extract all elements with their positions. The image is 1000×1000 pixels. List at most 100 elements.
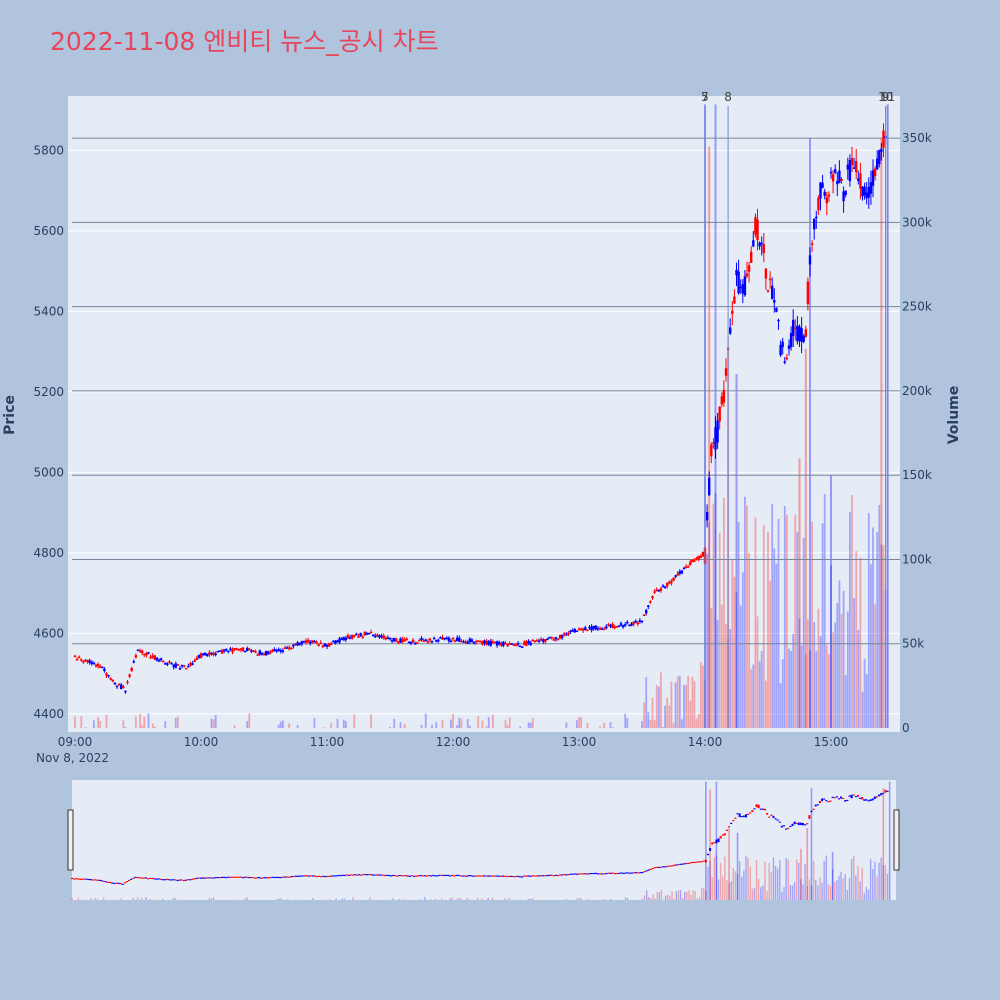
range-slider-volume-bar bbox=[810, 885, 813, 900]
volume-bar bbox=[603, 722, 606, 728]
range-slider-left-handle[interactable] bbox=[67, 809, 74, 871]
candle-body bbox=[611, 623, 614, 629]
volume-bar bbox=[74, 716, 76, 728]
range-slider-candle bbox=[430, 875, 433, 877]
range-slider-candle bbox=[328, 875, 331, 877]
range-slider-candle bbox=[624, 872, 627, 874]
range-slider-candle bbox=[305, 875, 308, 877]
candle-body bbox=[105, 673, 108, 676]
volume-bar bbox=[725, 624, 727, 728]
range-slider-volume-bar bbox=[738, 860, 741, 900]
range-slider-volume-bar bbox=[789, 884, 792, 900]
candle-body bbox=[540, 638, 543, 641]
range-slider-candle bbox=[354, 874, 357, 876]
range-slider-volume-bar bbox=[705, 890, 707, 900]
annotation-label: 10 bbox=[878, 90, 893, 104]
range-slider-candle bbox=[829, 800, 832, 802]
range-slider-volume-bar bbox=[698, 897, 701, 900]
volume-bar bbox=[389, 726, 391, 728]
candle-body bbox=[586, 629, 589, 631]
range-slider-volume-bar bbox=[850, 858, 853, 900]
volume-bar bbox=[313, 718, 316, 728]
candle-body bbox=[426, 641, 429, 643]
range-slider-candle bbox=[134, 876, 137, 879]
candle-body bbox=[842, 191, 845, 202]
candle-body bbox=[409, 642, 413, 644]
candle-body bbox=[472, 642, 476, 644]
range-slider-candle bbox=[96, 879, 99, 881]
candle-body bbox=[598, 627, 602, 630]
range-slider-candle bbox=[618, 872, 621, 874]
candle-body bbox=[189, 662, 192, 666]
candle-body bbox=[525, 641, 528, 646]
range-slider-candle bbox=[495, 875, 498, 877]
range-slider-candle bbox=[256, 876, 259, 879]
volume-bar bbox=[739, 605, 742, 728]
candle-body bbox=[567, 632, 570, 635]
range-slider-volume-bar bbox=[531, 898, 534, 900]
range-slider-volume-bar bbox=[641, 898, 644, 900]
range-slider-candle bbox=[861, 796, 864, 800]
volume-bar bbox=[336, 718, 339, 728]
range-slider-candle bbox=[413, 875, 416, 877]
volume-bar bbox=[477, 716, 480, 728]
candle-body bbox=[521, 646, 524, 649]
candle-body bbox=[510, 643, 513, 645]
range-slider-volume-bar bbox=[145, 897, 147, 900]
candle-body bbox=[78, 656, 81, 659]
candle-body bbox=[155, 657, 159, 661]
candle-body bbox=[544, 639, 547, 642]
range-slider-candle bbox=[554, 874, 557, 876]
range-slider-candle bbox=[362, 873, 365, 876]
candle-body bbox=[229, 648, 232, 650]
candle-body bbox=[636, 622, 639, 625]
range-slider-candle bbox=[590, 872, 593, 875]
volume-bar bbox=[641, 721, 643, 728]
candle-body bbox=[642, 614, 646, 617]
range-slider-candle bbox=[206, 877, 209, 879]
volume-bar bbox=[758, 661, 761, 728]
range-slider-candle bbox=[774, 818, 777, 820]
candle-body bbox=[542, 639, 545, 642]
candle-body bbox=[724, 368, 728, 376]
range-slider-candle bbox=[884, 789, 887, 793]
range-slider-candle bbox=[607, 872, 610, 874]
candle-body bbox=[800, 328, 803, 343]
candle-body bbox=[737, 271, 740, 294]
range-slider-volume-bar bbox=[506, 899, 508, 900]
range-slider-volume-bar bbox=[753, 887, 756, 900]
candle-body bbox=[279, 650, 282, 652]
range-slider-candle bbox=[690, 862, 693, 864]
range-slider-candle bbox=[168, 879, 171, 881]
candle-body bbox=[750, 251, 753, 263]
range-slider-right-handle[interactable] bbox=[893, 809, 900, 871]
volume-bar bbox=[769, 580, 771, 728]
candle-body bbox=[464, 641, 467, 643]
candle-body bbox=[428, 638, 432, 641]
candle-body bbox=[273, 649, 276, 652]
range-slider-candle bbox=[755, 804, 758, 808]
candle-body bbox=[468, 638, 471, 642]
range-slider-volume-bar bbox=[834, 881, 836, 900]
range-slider-volume-bar bbox=[878, 862, 880, 900]
candle-body bbox=[848, 160, 852, 182]
volume-bar bbox=[576, 720, 578, 728]
range-slider-candle bbox=[394, 875, 397, 877]
candle-body bbox=[855, 161, 858, 173]
range-slider-candle bbox=[569, 873, 572, 875]
volume-bar bbox=[748, 553, 750, 728]
range-slider-candle bbox=[867, 800, 870, 802]
range-slider-candle bbox=[147, 878, 150, 880]
range-slider-volume-bar bbox=[679, 890, 682, 900]
range-slider-volume-bar bbox=[508, 897, 511, 900]
range-slider-volume-spike bbox=[709, 789, 711, 900]
range-slider-candle bbox=[673, 864, 676, 866]
range-slider-volume-bar bbox=[654, 898, 656, 900]
candle-body bbox=[733, 296, 736, 304]
volume-bar bbox=[97, 717, 99, 728]
volume-bar bbox=[527, 722, 530, 728]
volume-bar bbox=[771, 504, 774, 728]
range-slider[interactable] bbox=[67, 780, 900, 900]
candle-body bbox=[397, 641, 400, 644]
